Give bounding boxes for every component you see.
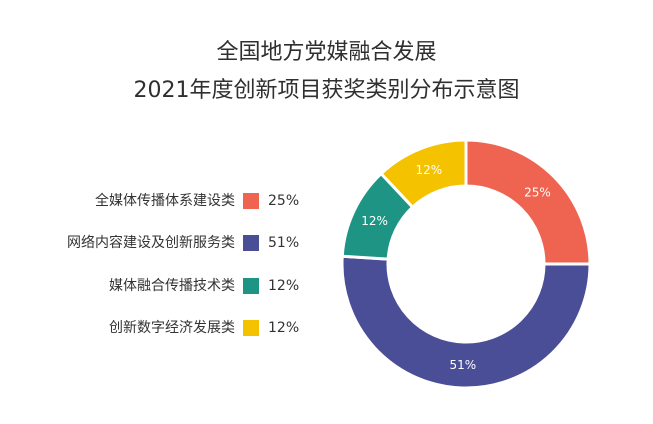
slice-value-label-2: 12% xyxy=(361,214,388,228)
slice-value-label-1: 51% xyxy=(449,358,476,372)
donut-slice-3 xyxy=(378,138,468,210)
slice-value-label-3: 12% xyxy=(415,163,442,177)
slice-value-label-0: 25% xyxy=(524,186,551,200)
chart-title-line2: 2021年度创新项目获奖类别分布示意图 xyxy=(133,78,520,103)
chart-title-line1: 全国地方党媒融合发展 xyxy=(216,40,437,65)
donut-slice-0 xyxy=(464,138,592,266)
donut-slice-1 xyxy=(340,254,592,390)
